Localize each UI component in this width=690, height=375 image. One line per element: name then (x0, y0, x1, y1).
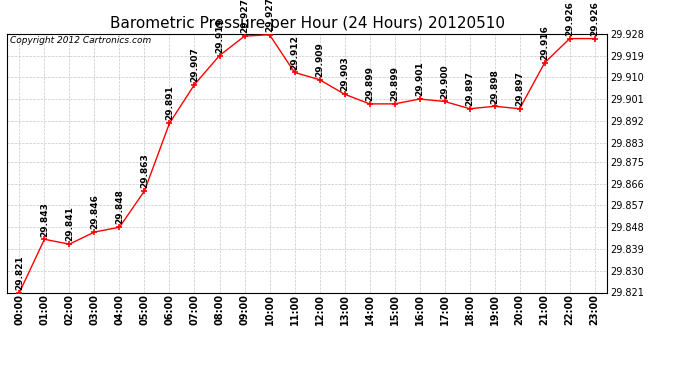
Text: 29.912: 29.912 (290, 35, 299, 70)
Text: 29.821: 29.821 (15, 255, 24, 290)
Text: 29.9276: 29.9276 (265, 0, 274, 32)
Text: 29.891: 29.891 (165, 86, 174, 120)
Text: 29.916: 29.916 (540, 25, 549, 60)
Text: 29.841: 29.841 (65, 207, 74, 242)
Text: 29.901: 29.901 (415, 62, 424, 96)
Text: 29.897: 29.897 (465, 71, 474, 106)
Text: Copyright 2012 Cartronics.com: Copyright 2012 Cartronics.com (10, 36, 151, 45)
Text: 29.919: 29.919 (215, 18, 224, 53)
Text: 29.843: 29.843 (40, 202, 49, 237)
Title: Barometric Pressure per Hour (24 Hours) 20120510: Barometric Pressure per Hour (24 Hours) … (110, 16, 504, 31)
Text: 29.863: 29.863 (140, 153, 149, 188)
Text: 29.848: 29.848 (115, 189, 124, 224)
Text: 29.900: 29.900 (440, 64, 449, 99)
Text: 29.899: 29.899 (365, 66, 374, 101)
Text: 29.846: 29.846 (90, 194, 99, 229)
Text: 29.907: 29.907 (190, 47, 199, 82)
Text: 29.909: 29.909 (315, 42, 324, 77)
Text: 29.927: 29.927 (240, 0, 249, 33)
Text: 29.898: 29.898 (490, 69, 499, 104)
Text: 29.926: 29.926 (590, 1, 599, 36)
Text: 29.899: 29.899 (390, 66, 399, 101)
Text: 29.897: 29.897 (515, 71, 524, 106)
Text: 29.926: 29.926 (565, 1, 574, 36)
Text: 29.903: 29.903 (340, 57, 349, 92)
